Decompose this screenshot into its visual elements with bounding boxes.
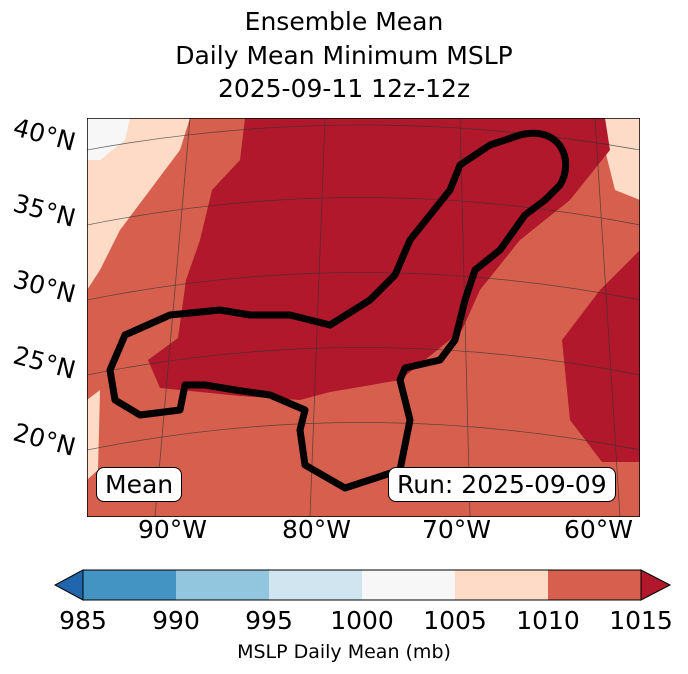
title-line-3: 2025-09-11 12z-12z bbox=[217, 74, 471, 103]
map-panel bbox=[87, 118, 640, 517]
lat-label-30: 30°N bbox=[10, 264, 79, 309]
colorbar-label: MSLP Daily Mean (mb) bbox=[237, 641, 451, 663]
lat-label-40: 40°N bbox=[10, 112, 79, 157]
lon-label-90: 90°W bbox=[138, 515, 208, 544]
colorbar-segment-990-995 bbox=[176, 570, 269, 600]
lon-label-70: 70°W bbox=[422, 515, 492, 544]
probability-contour bbox=[106, 129, 570, 492]
colorbar-tick: 1010 bbox=[516, 606, 580, 635]
field-1005-west bbox=[87, 118, 190, 290]
colorbar-segment-985-990 bbox=[83, 570, 176, 600]
field-1015-east bbox=[562, 250, 640, 462]
title-line-1: Ensemble Mean bbox=[244, 7, 444, 36]
colorbar-segment-995-1000 bbox=[269, 570, 362, 600]
colorbar-tick: 1000 bbox=[330, 606, 394, 635]
colorbar-segment-1000-1005 bbox=[362, 570, 455, 600]
field-1005-east bbox=[600, 118, 640, 200]
colorbar-segment-1010-1015 bbox=[548, 570, 641, 600]
colorbar-tick: 1005 bbox=[423, 606, 487, 635]
colorbar bbox=[54, 569, 672, 601]
colorbar-tick: 995 bbox=[245, 606, 293, 635]
colorbar-tick: 1015 bbox=[609, 606, 673, 635]
lat-label-20: 20°N bbox=[10, 417, 79, 462]
run-label: Run: 2025-09-09 bbox=[388, 467, 616, 502]
colorbar-tick: 990 bbox=[152, 606, 200, 635]
colorbar-segment-1005-1010 bbox=[455, 570, 548, 600]
graticule bbox=[87, 118, 640, 517]
lat-label-25: 25°N bbox=[10, 340, 79, 385]
colorbar-tick: 985 bbox=[59, 606, 107, 635]
field-1005-south bbox=[87, 390, 100, 480]
lon-label-80: 80°W bbox=[282, 515, 352, 544]
colorbar-extend-high bbox=[640, 569, 672, 601]
mean-label: Mean bbox=[96, 467, 183, 502]
lon-label-60: 60°W bbox=[564, 515, 634, 544]
colorbar-extend-low bbox=[54, 569, 84, 601]
colorbar-outline bbox=[82, 569, 642, 601]
field-1000 bbox=[87, 118, 130, 160]
field-1015-main bbox=[148, 118, 610, 400]
lat-label-35: 35°N bbox=[10, 188, 79, 233]
title-line-2: Daily Mean Minimum MSLP bbox=[175, 41, 513, 70]
